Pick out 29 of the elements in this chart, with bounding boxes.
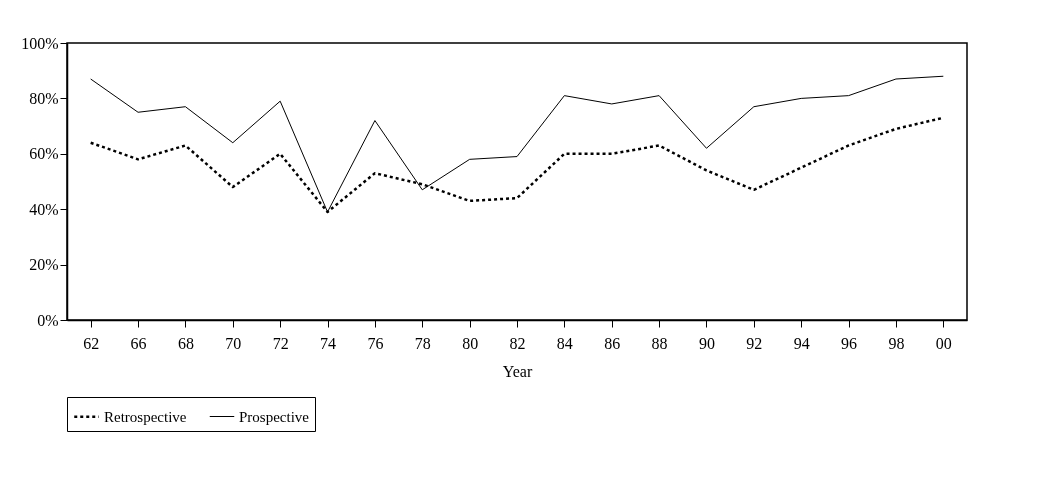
x-tick-label: 72 <box>272 334 289 352</box>
legend-label: Prospective <box>239 408 310 425</box>
x-tick-label: 78 <box>414 334 431 352</box>
x-tick-label: 84 <box>556 334 573 352</box>
x-tick-label: 66 <box>130 334 147 352</box>
x-tick-label: 94 <box>793 334 810 352</box>
y-tick-label: 100% <box>21 34 59 52</box>
y-tick-label: 80% <box>29 89 59 107</box>
x-tick-label: 00 <box>935 334 952 352</box>
x-tick-label: 68 <box>177 334 194 352</box>
x-tick-label: 96 <box>841 334 858 352</box>
x-tick-label: 98 <box>888 334 905 352</box>
y-tick-label: 60% <box>29 145 59 163</box>
x-tick-label: 90 <box>698 334 715 352</box>
x-tick-label: 70 <box>225 334 242 352</box>
x-tick-label: 80 <box>462 334 479 352</box>
y-tick-label: 0% <box>37 311 59 329</box>
x-tick-label: 86 <box>604 334 621 352</box>
x-tick-label: 88 <box>651 334 668 352</box>
y-tick-label: 40% <box>29 200 59 218</box>
x-tick-label: 62 <box>83 334 100 352</box>
x-tick-label: 82 <box>509 334 526 352</box>
line-series <box>90 75 944 213</box>
x-tick-label: 74 <box>320 334 337 352</box>
x-tick-label: 76 <box>367 334 384 352</box>
x-axis-title: Year <box>502 362 533 380</box>
x-tick-label: 92 <box>746 334 763 352</box>
legend-label: Retrospective <box>104 408 187 425</box>
y-tick-label: 20% <box>29 256 59 274</box>
